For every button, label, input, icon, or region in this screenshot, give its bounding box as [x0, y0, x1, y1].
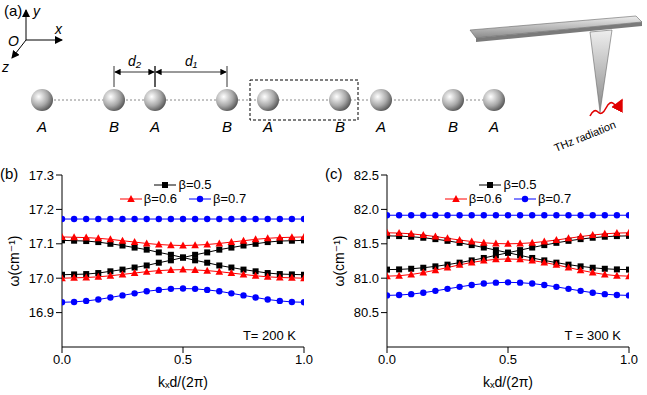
svg-text:17.0: 17.0 [29, 271, 54, 286]
svg-text:0.0: 0.0 [378, 352, 396, 367]
html-text:β=0.5: β=0.5 [178, 177, 212, 192]
svg-text:17.2: 17.2 [29, 202, 54, 217]
svg-text:O: O [8, 33, 19, 49]
svg-text:B: B [222, 118, 232, 135]
html-text:β=0.6: β=0.6 [468, 191, 502, 206]
svg-text:0.5: 0.5 [174, 352, 192, 367]
html-text:β=0.7: β=0.7 [213, 191, 247, 206]
svg-text:kₓd/(2π): kₓd/(2π) [158, 374, 208, 390]
svg-text:d₂: d₂ [128, 53, 142, 69]
svg-text:17.3: 17.3 [29, 168, 54, 183]
html-text:ω(cm⁻¹): ω(cm⁻¹) [6, 235, 22, 287]
svg-text:A: A [149, 118, 160, 135]
svg-text:(a): (a) [4, 2, 22, 19]
html-text:T = 300 K: T = 300 K [564, 328, 621, 343]
html-text:β=0.5: β=0.5 [503, 177, 537, 192]
svg-text:kₓd/(2π): kₓd/(2π) [483, 374, 533, 390]
svg-text:B: B [335, 118, 345, 135]
svg-text:1.0: 1.0 [620, 352, 638, 367]
html-text:T= 200 K: T= 200 K [242, 328, 296, 343]
svg-text:82.0: 82.0 [354, 202, 379, 217]
svg-text:17.1: 17.1 [29, 236, 54, 251]
svg-text:81.0: 81.0 [354, 271, 379, 286]
svg-text:d₁: d₁ [185, 53, 198, 69]
html-text:β=0.7: β=0.7 [538, 191, 572, 206]
html-text:(c): (c) [325, 165, 343, 182]
svg-text:80.5: 80.5 [354, 305, 379, 320]
svg-text:A: A [488, 118, 499, 135]
svg-text:0.0: 0.0 [53, 352, 71, 367]
svg-text:B: B [448, 118, 458, 135]
svg-text:B: B [109, 118, 119, 135]
svg-text:z: z [1, 59, 9, 75]
svg-text:82.5: 82.5 [354, 168, 379, 183]
html-text:(b): (b) [0, 165, 19, 182]
svg-text:A: A [375, 118, 386, 135]
svg-text:y: y [32, 3, 41, 19]
svg-text:A: A [262, 118, 273, 135]
svg-text:16.9: 16.9 [29, 305, 54, 320]
html-text:β=0.6: β=0.6 [143, 191, 177, 206]
svg-text:1.0: 1.0 [295, 352, 313, 367]
svg-text:x: x [54, 21, 63, 37]
svg-text:0.5: 0.5 [499, 352, 517, 367]
svg-text:THz radiation: THz radiation [552, 118, 617, 154]
svg-text:81.5: 81.5 [354, 236, 379, 251]
svg-text:A: A [36, 118, 47, 135]
html-text:ω(cm⁻¹): ω(cm⁻¹) [331, 235, 347, 287]
